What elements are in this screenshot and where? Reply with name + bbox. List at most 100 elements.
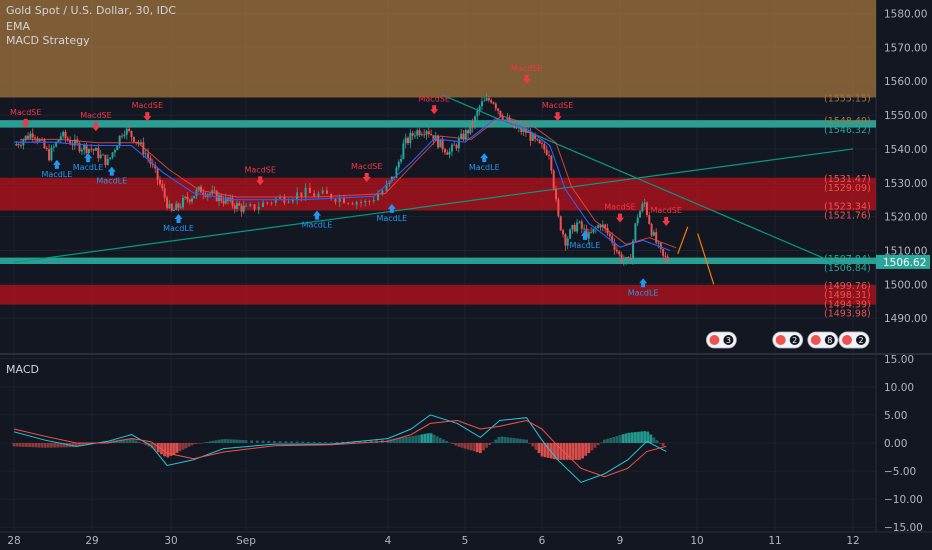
candle-body [48, 149, 51, 161]
long-arrow-icon [313, 210, 321, 220]
event-badge[interactable]: 2 [838, 331, 870, 349]
macd-histogram-bar [109, 440, 113, 443]
candle-body [147, 153, 150, 158]
signal-label: MacdLE [163, 224, 194, 233]
candle-body [650, 223, 653, 236]
candle-body [99, 154, 102, 159]
price-level-label: (1546.32) [824, 125, 871, 136]
candle-body [580, 221, 583, 229]
candle-body [550, 155, 553, 171]
short-arrow-icon [430, 105, 439, 115]
candle-body [485, 98, 488, 101]
macd-tick-label: −10.00 [884, 494, 923, 506]
zone-red [0, 284, 876, 305]
macd-histogram-bar [190, 443, 194, 446]
price-tick-label: 1490.00 [884, 313, 927, 325]
macd-histogram-bar [627, 432, 631, 443]
macd-histogram-bar [432, 434, 436, 443]
economic-events[interactable]: 32852 [706, 331, 870, 349]
time-tick-label: 12 [846, 535, 859, 547]
price-tick-label: 1560.00 [884, 76, 927, 88]
candle-body [313, 193, 316, 197]
candle-body [471, 123, 474, 128]
candle-body [242, 206, 245, 212]
candle-body [385, 184, 388, 191]
event-badge[interactable]: 3 [706, 331, 737, 349]
ema-slow-line [20, 115, 677, 249]
macd-histogram-bar [235, 439, 239, 443]
macd-histogram-bar [497, 436, 501, 443]
macd-histogram-bar [329, 442, 333, 443]
event-badge[interactable]: 8 [807, 331, 839, 349]
macd-histogram-bar [571, 443, 575, 460]
macd-histogram-bar [53, 443, 56, 448]
candle-body [104, 154, 107, 165]
macd-tick-label: −5.00 [884, 466, 916, 478]
macd-histogram-bar [494, 439, 498, 443]
candle-body [184, 196, 187, 198]
candle-body [355, 202, 358, 205]
candle-body [430, 134, 433, 136]
trendline[interactable] [13, 148, 854, 263]
forecast-arrow-up[interactable] [677, 226, 689, 255]
symbol-title[interactable]: Gold Spot / U.S. Dollar, 30, IDC [6, 4, 176, 17]
candle-body [559, 216, 562, 231]
macd-histogram-bar [324, 442, 327, 443]
candle-body [552, 170, 555, 189]
macd-histogram-bar [18, 443, 22, 447]
forecast-arrow-down[interactable] [697, 233, 715, 285]
macd-strategy-legend[interactable]: MACD Strategy [6, 34, 90, 47]
signal-long: MacdLE [42, 159, 72, 179]
candle-body [634, 223, 637, 241]
macd-histogram-bar [341, 441, 344, 443]
price-axis[interactable]: 1490.00 1500.00 1510.00 1520.00 1530.00 1540.… [824, 9, 930, 535]
flag-icon [810, 335, 821, 345]
macd-histogram-bar [435, 436, 439, 443]
signal-short: MacdSE [418, 94, 450, 115]
macd-histogram-bar [119, 439, 122, 443]
price-tick-label: 1570.00 [884, 42, 927, 54]
macd-histogram-bar [138, 442, 141, 443]
candle-body [338, 197, 341, 202]
candle-body [291, 199, 294, 202]
candle-body [94, 148, 97, 151]
candle-body [186, 196, 189, 200]
macd-histogram-bar [581, 443, 584, 459]
macd-histogram-bar [426, 433, 430, 443]
candle-body [648, 215, 651, 224]
macd-histogram-bar [358, 440, 361, 443]
macd-histogram-bar [46, 443, 50, 448]
candle-body [478, 106, 481, 111]
candle-body [224, 197, 227, 204]
candle-body [557, 199, 560, 217]
macd-histogram-bar [50, 443, 53, 448]
candle-body [130, 131, 133, 137]
macd-histogram-bar [658, 443, 662, 444]
candle-body [529, 131, 532, 141]
event-badge[interactable]: 2 [772, 331, 804, 349]
time-axis[interactable]: 28 29 30 Sep 4 5 6 9 10 11 12 [7, 535, 859, 547]
macd-histogram-bar [457, 443, 461, 447]
macd-histogram-bar [369, 440, 373, 443]
candle-body [262, 202, 265, 207]
macd-histogram-bar [71, 443, 75, 448]
candle-body [541, 143, 543, 145]
candle-body [587, 232, 590, 239]
macd-histogram-bar [181, 443, 185, 450]
price-level-label: (1529.09) [824, 183, 871, 194]
macd-histogram-bar [405, 436, 408, 443]
ema-legend[interactable]: EMA [6, 20, 30, 33]
macd-histogram-bar [318, 442, 322, 443]
candle-body [564, 234, 567, 246]
candle-body [45, 148, 48, 150]
macd-histogram-bar [273, 440, 276, 443]
candle-body [118, 135, 121, 147]
macd-tick-label: 5.00 [884, 410, 907, 422]
candle-body [279, 196, 282, 199]
macd-histogram-bar [84, 443, 88, 446]
candle-body [583, 228, 586, 230]
macd-histogram-bar [392, 438, 396, 443]
candle-body [390, 176, 393, 181]
macd-histogram-bar [512, 438, 516, 443]
